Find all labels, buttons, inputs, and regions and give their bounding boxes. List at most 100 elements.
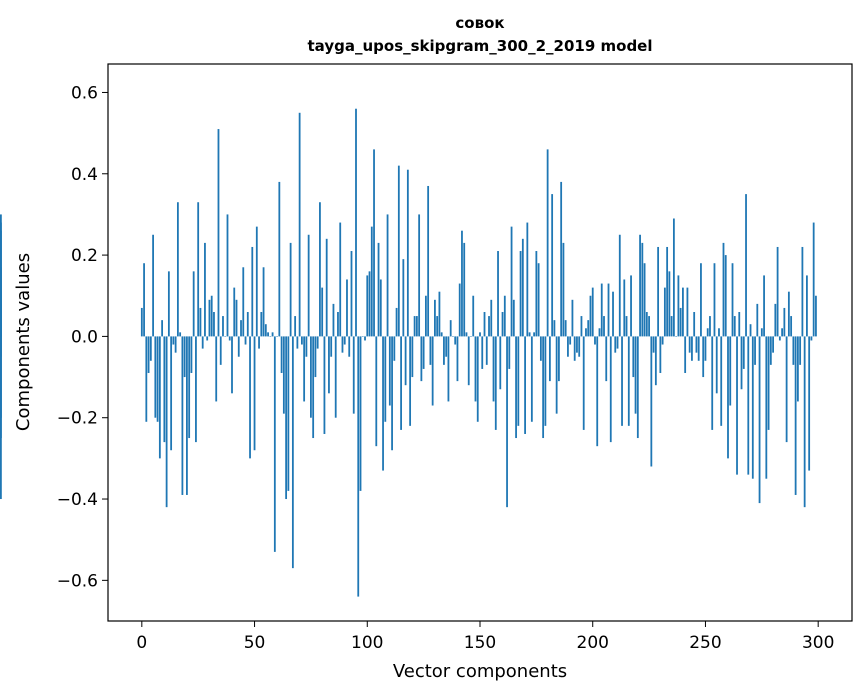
- bar: [411, 336, 414, 378]
- bar: [806, 275, 808, 337]
- bar: [240, 320, 242, 337]
- bar: [479, 332, 481, 337]
- bar: [492, 336, 495, 402]
- bar: [749, 324, 752, 337]
- bar: [623, 279, 626, 337]
- bar: [447, 336, 450, 402]
- bar: [573, 336, 576, 361]
- bar: [458, 283, 461, 337]
- bar: [147, 336, 150, 373]
- bar: [449, 320, 452, 337]
- bar: [364, 336, 366, 341]
- bar: [700, 263, 702, 337]
- bar: [697, 336, 700, 361]
- bar: [503, 295, 506, 337]
- bar: [156, 336, 159, 422]
- bar: [691, 336, 693, 361]
- x-tick-label: 0: [136, 633, 147, 653]
- bar: [397, 165, 400, 337]
- y-tick-label: 0.2: [71, 246, 98, 266]
- bar: [334, 336, 337, 418]
- bar: [226, 214, 229, 337]
- bar: [312, 336, 315, 439]
- bar: [140, 307, 143, 337]
- bar: [276, 336, 278, 337]
- bar: [359, 336, 362, 491]
- bar: [204, 242, 206, 337]
- bar: [402, 259, 405, 337]
- x-tick-label: 50: [244, 633, 266, 653]
- bar: [463, 242, 466, 337]
- bar: [591, 287, 594, 337]
- bar: [413, 316, 416, 337]
- bar: [197, 202, 200, 337]
- bar: [377, 242, 380, 337]
- y-tick-label: 0.0: [71, 327, 98, 347]
- bar: [564, 320, 567, 337]
- bar: [512, 299, 515, 337]
- chart-title: совок: [455, 14, 504, 32]
- bar: [167, 271, 170, 337]
- bar: [267, 332, 269, 337]
- bar: [654, 336, 657, 386]
- bar: [641, 242, 644, 337]
- bar: [711, 336, 714, 430]
- bar: [201, 336, 204, 349]
- bar: [282, 336, 285, 414]
- bar: [645, 312, 648, 337]
- bar: [456, 336, 459, 382]
- bar: [567, 336, 569, 357]
- bar: [233, 287, 236, 337]
- bar: [600, 283, 603, 337]
- bar: [296, 336, 299, 349]
- bar: [217, 129, 220, 337]
- bar: [237, 336, 240, 357]
- bar: [812, 222, 815, 337]
- bar: [650, 336, 653, 467]
- bar: [488, 316, 490, 337]
- bar: [339, 222, 342, 337]
- bar: [679, 307, 682, 337]
- bar: [508, 336, 511, 369]
- bar: [580, 316, 583, 337]
- bar: [294, 316, 297, 337]
- bar: [208, 299, 211, 337]
- bar: [316, 336, 319, 349]
- bar: [675, 336, 678, 337]
- bar: [803, 336, 806, 508]
- bar: [305, 336, 308, 357]
- bar: [476, 336, 479, 422]
- bar: [368, 271, 371, 337]
- bar: [165, 336, 168, 508]
- bar: [760, 328, 763, 337]
- bar: [357, 336, 360, 597]
- bar: [467, 336, 470, 386]
- bar: [598, 328, 601, 337]
- bar: [542, 336, 545, 439]
- bar: [609, 336, 612, 443]
- bar: [555, 336, 558, 414]
- bar: [702, 336, 705, 378]
- bar: [506, 336, 508, 508]
- bar: [158, 336, 161, 459]
- bar: [774, 303, 777, 337]
- bar: [801, 246, 804, 337]
- bar: [253, 336, 256, 451]
- bar: [310, 336, 312, 418]
- bar: [287, 336, 290, 491]
- bar: [589, 295, 592, 337]
- bar: [546, 149, 549, 337]
- bar: [695, 336, 698, 353]
- x-axis: 0 50 100 150 200 250 300: [136, 621, 834, 653]
- bar: [210, 295, 213, 337]
- bar: [501, 312, 504, 337]
- bar: [630, 275, 632, 337]
- bar: [409, 336, 412, 426]
- bar: [269, 336, 272, 337]
- bar: [670, 316, 673, 337]
- bar: [280, 336, 283, 373]
- bar: [481, 336, 484, 369]
- bar: [709, 316, 711, 337]
- bar: [799, 336, 802, 365]
- bar: [515, 336, 517, 439]
